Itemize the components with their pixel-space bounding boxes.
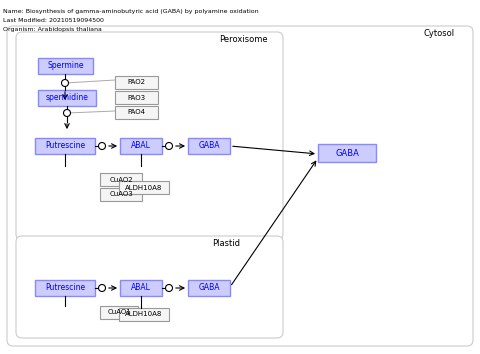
Circle shape xyxy=(166,285,172,291)
Text: Organism: Arabidopsis thaliana: Organism: Arabidopsis thaliana xyxy=(3,27,102,32)
Bar xyxy=(100,306,138,319)
Text: Name: Biosynthesis of gamma-aminobutyric acid (GABA) by polyamine oxidation: Name: Biosynthesis of gamma-aminobutyric… xyxy=(3,9,259,14)
FancyBboxPatch shape xyxy=(7,26,473,346)
Text: PAO2: PAO2 xyxy=(128,80,145,86)
Text: ABAL: ABAL xyxy=(131,142,151,150)
Bar xyxy=(188,138,230,154)
FancyBboxPatch shape xyxy=(16,32,283,240)
Bar xyxy=(100,173,142,186)
Text: CuAO1: CuAO1 xyxy=(107,309,131,315)
Text: ALDH10A8: ALDH10A8 xyxy=(125,184,163,190)
Circle shape xyxy=(63,109,71,116)
Bar xyxy=(188,280,230,296)
Bar xyxy=(38,90,96,106)
Bar xyxy=(38,58,93,74)
Bar xyxy=(119,308,169,321)
Text: ALDH10A8: ALDH10A8 xyxy=(125,312,163,318)
Text: PAO4: PAO4 xyxy=(128,109,145,115)
Circle shape xyxy=(166,143,172,149)
Bar xyxy=(119,181,169,194)
Text: Last Modified: 20210519094500: Last Modified: 20210519094500 xyxy=(3,18,104,23)
Text: Plastid: Plastid xyxy=(212,239,240,248)
Text: GABA: GABA xyxy=(335,148,359,158)
Text: Spermine: Spermine xyxy=(47,62,84,70)
Bar xyxy=(35,280,95,296)
Bar xyxy=(115,76,158,89)
Bar xyxy=(120,138,162,154)
Text: PAO3: PAO3 xyxy=(127,95,145,101)
FancyBboxPatch shape xyxy=(16,236,283,338)
Bar xyxy=(318,144,376,162)
Bar xyxy=(115,91,158,104)
Text: CuAO2: CuAO2 xyxy=(109,177,133,183)
Circle shape xyxy=(61,80,69,86)
Text: spermidine: spermidine xyxy=(46,93,88,103)
Text: Peroxisome: Peroxisome xyxy=(219,35,268,44)
Text: GABA: GABA xyxy=(198,142,220,150)
Text: CuAO3: CuAO3 xyxy=(109,192,133,198)
Bar xyxy=(35,138,95,154)
Text: ABAL: ABAL xyxy=(131,284,151,292)
Bar xyxy=(100,188,142,201)
Text: Cytosol: Cytosol xyxy=(424,29,455,38)
Circle shape xyxy=(98,143,106,149)
Text: Putrescine: Putrescine xyxy=(45,142,85,150)
Text: Putrescine: Putrescine xyxy=(45,284,85,292)
Text: GABA: GABA xyxy=(198,284,220,292)
Circle shape xyxy=(98,285,106,291)
Bar xyxy=(120,280,162,296)
Bar xyxy=(115,106,158,119)
